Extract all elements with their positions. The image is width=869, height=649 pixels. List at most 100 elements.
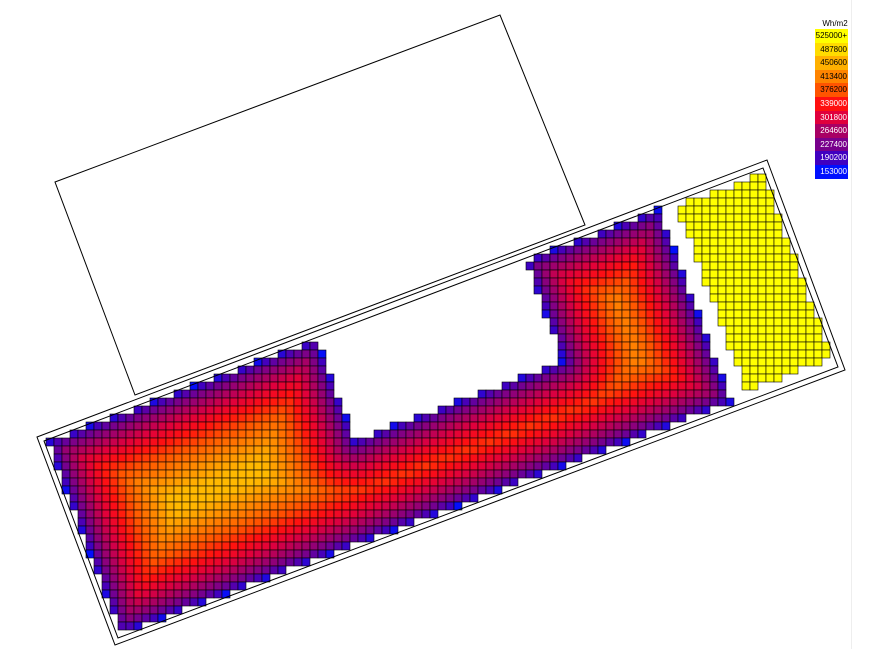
heat-cell: [677, 365, 687, 375]
heat-cell: [157, 413, 167, 423]
heat-cell: [757, 181, 767, 191]
heat-cell: [173, 469, 183, 479]
heat-cell: [533, 269, 543, 279]
heat-cell: [429, 501, 439, 511]
heat-cell: [453, 429, 463, 439]
heat-cell: [125, 437, 135, 447]
heat-cell: [661, 245, 671, 255]
heat-cell: [757, 229, 767, 239]
heat-cell: [365, 461, 375, 471]
heat-cell: [565, 277, 575, 287]
heat-cell: [181, 389, 191, 399]
heat-cell: [85, 429, 95, 439]
heat-cell: [501, 421, 511, 431]
heat-cell: [733, 333, 743, 343]
heat-cell: [613, 229, 623, 239]
heat-cell: [421, 477, 431, 487]
heat-cell: [501, 405, 511, 415]
heat-cell: [605, 389, 615, 399]
heat-cell: [429, 493, 439, 503]
heat-cell: [133, 565, 143, 575]
heat-cell: [125, 493, 135, 503]
heat-cell: [565, 405, 575, 415]
heat-cell: [101, 549, 111, 559]
heat-cell: [797, 357, 807, 367]
heat-cell: [253, 405, 263, 415]
heat-cell: [349, 493, 359, 503]
heat-cell: [477, 389, 487, 399]
heat-cell: [805, 333, 815, 343]
heat-cell: [485, 413, 495, 423]
heat-cell: [589, 349, 599, 359]
heat-cell: [501, 453, 511, 463]
heat-cell: [261, 501, 271, 511]
heat-cell: [205, 549, 215, 559]
heat-cell: [645, 309, 655, 319]
heat-cell: [701, 205, 711, 215]
heat-cell: [381, 493, 391, 503]
heat-cell: [389, 469, 399, 479]
heat-cell: [277, 501, 287, 511]
heat-cell: [437, 421, 447, 431]
heat-cell: [125, 565, 135, 575]
heat-cell: [229, 485, 239, 495]
heat-cell: [101, 493, 111, 503]
heat-cell: [581, 237, 591, 247]
heat-cell: [581, 333, 591, 343]
heat-cell: [301, 501, 311, 511]
heat-cell: [733, 309, 743, 319]
heat-cell: [189, 573, 199, 583]
heat-cell: [629, 365, 639, 375]
heat-cell: [645, 357, 655, 367]
heat-cell: [133, 469, 143, 479]
heat-cell: [789, 277, 799, 287]
heat-cell: [77, 469, 87, 479]
heat-cell: [493, 421, 503, 431]
heat-cell: [709, 397, 719, 407]
heat-cell: [613, 325, 623, 335]
heat-cell: [669, 277, 679, 287]
heat-cell: [437, 413, 447, 423]
heat-cell: [109, 461, 119, 471]
heat-cell: [189, 469, 199, 479]
heat-cell: [469, 461, 479, 471]
heat-cell: [181, 509, 191, 519]
heat-cell: [533, 277, 543, 287]
heat-cell: [509, 381, 519, 391]
heat-cell: [525, 437, 535, 447]
heat-cell: [733, 269, 743, 279]
heat-cell: [581, 253, 591, 263]
heat-cell: [205, 581, 215, 591]
heat-cell: [693, 213, 703, 223]
heat-cell: [733, 221, 743, 231]
heat-cell: [477, 469, 487, 479]
heat-cell: [605, 437, 615, 447]
heat-cell: [781, 333, 791, 343]
heat-cell: [653, 309, 663, 319]
heat-cell: [381, 509, 391, 519]
heat-cell: [197, 381, 207, 391]
heat-cell: [765, 309, 775, 319]
heat-cell: [661, 349, 671, 359]
heat-cell: [149, 605, 159, 615]
heat-cell: [277, 357, 287, 367]
heat-cell: [157, 581, 167, 591]
heat-cell: [733, 293, 743, 303]
heat-cell: [309, 469, 319, 479]
heat-cell: [197, 429, 207, 439]
heat-cell: [573, 421, 583, 431]
heat-cell: [117, 445, 127, 455]
heat-cell: [397, 485, 407, 495]
heat-cell: [325, 397, 335, 407]
heat-cell: [325, 485, 335, 495]
heat-cell: [397, 517, 407, 527]
heat-cell: [717, 317, 727, 327]
heat-cell: [725, 189, 735, 199]
heat-cell: [693, 365, 703, 375]
heat-cell: [341, 541, 351, 551]
heat-cell: [269, 461, 279, 471]
heat-cell: [149, 509, 159, 519]
heat-cell: [645, 421, 655, 431]
heat-cell: [317, 373, 327, 383]
heat-cell: [109, 597, 119, 607]
